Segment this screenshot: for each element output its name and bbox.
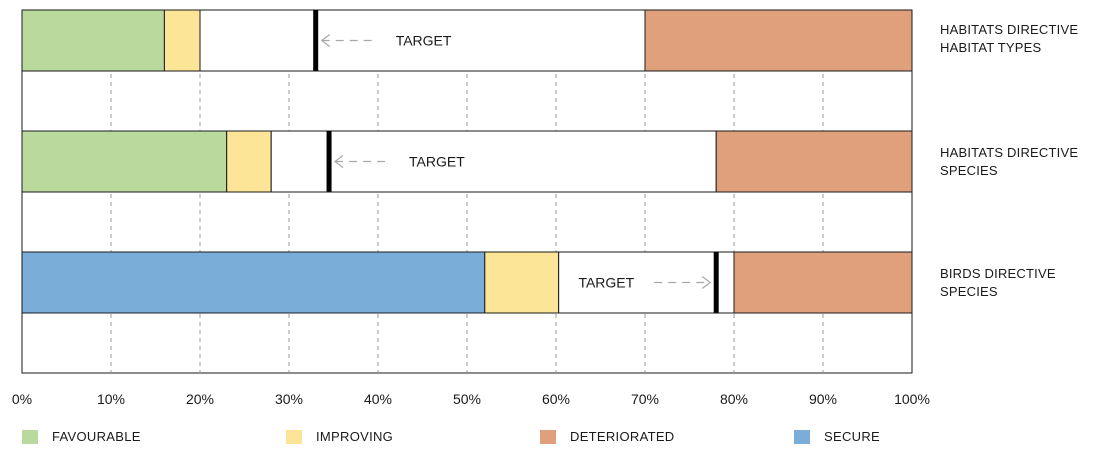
bar-segment-improving: [226, 130, 272, 193]
bar-segment-unlabelled: [199, 9, 646, 72]
bar-segment-favourable: [21, 9, 165, 72]
bar-segment-unlabelled: [270, 130, 717, 193]
x-tick-label: 0%: [12, 391, 32, 407]
legend: FAVOURABLE IMPROVING DETERIORATED SECURE: [0, 429, 1101, 449]
row-label-line: HABITATS DIRECTIVE: [940, 145, 1079, 160]
stacked-bar-chart: TARGET TARGET TARGET 0% 10% 20% 30% 40% 50% 60% 70…: [12, 9, 930, 407]
legend-item-improving: IMPROVING: [286, 429, 393, 444]
row-label-line: HABITATS DIRECTIVE: [940, 22, 1079, 37]
bar-segment-deteriorated: [644, 9, 913, 72]
x-tick-label: 80%: [720, 391, 748, 407]
x-tick-label: 40%: [364, 391, 392, 407]
target-marker: [313, 10, 319, 71]
legend-label: SECURE: [824, 429, 880, 444]
bar-segment-deteriorated: [715, 130, 913, 193]
x-tick-label: 70%: [631, 391, 659, 407]
legend-item-secure: SECURE: [794, 429, 880, 444]
legend-label: FAVOURABLE: [52, 429, 141, 444]
legend-swatch: [794, 429, 810, 444]
bar-segment-deteriorated: [733, 251, 913, 314]
bar-segment-unlabelled: [558, 251, 735, 314]
row-label-line: SPECIES: [940, 284, 998, 299]
target-arrow-head: [701, 276, 712, 289]
row-label-line: BIRDS DIRECTIVE: [940, 266, 1056, 281]
legend-label: IMPROVING: [316, 429, 394, 444]
legend-swatch: [286, 429, 302, 444]
target-label: TARGET: [396, 33, 452, 49]
row-label-line: HABITAT TYPES: [940, 40, 1042, 55]
row-label-line: SPECIES: [940, 163, 998, 178]
row-label-habitat-types: HABITATS DIRECTIVE HABITAT TYPES: [940, 21, 1078, 57]
bar-segment-improving: [163, 9, 201, 72]
row-label-hd-species: HABITATS DIRECTIVE SPECIES: [940, 144, 1078, 180]
x-tick-label: 60%: [542, 391, 570, 407]
target-marker: [326, 131, 332, 192]
target-arrow-head: [320, 34, 331, 47]
legend-item-deteriorated: DETERIORATED: [540, 429, 674, 444]
legend-item-favourable: FAVOURABLE: [22, 429, 141, 444]
target-arrow-head: [334, 155, 344, 168]
bar-segment-secure: [21, 251, 486, 314]
target-label: TARGET: [578, 275, 634, 291]
x-tick-label: 50%: [453, 391, 481, 407]
x-tick-label: 10%: [97, 391, 125, 407]
x-tick-label: 20%: [186, 391, 214, 407]
x-tick-label: 30%: [275, 391, 303, 407]
legend-label: DETERIORATED: [570, 429, 675, 444]
row-label-birds-species: BIRDS DIRECTIVE SPECIES: [940, 265, 1056, 301]
x-tick-label: 100%: [894, 391, 930, 407]
x-tick-label: 90%: [809, 391, 837, 407]
target-marker: [713, 252, 719, 313]
bar-segment-improving: [484, 251, 560, 314]
legend-swatch: [540, 429, 556, 444]
legend-swatch: [22, 429, 38, 444]
bar-segment-favourable: [21, 130, 228, 193]
target-label: TARGET: [409, 154, 465, 170]
